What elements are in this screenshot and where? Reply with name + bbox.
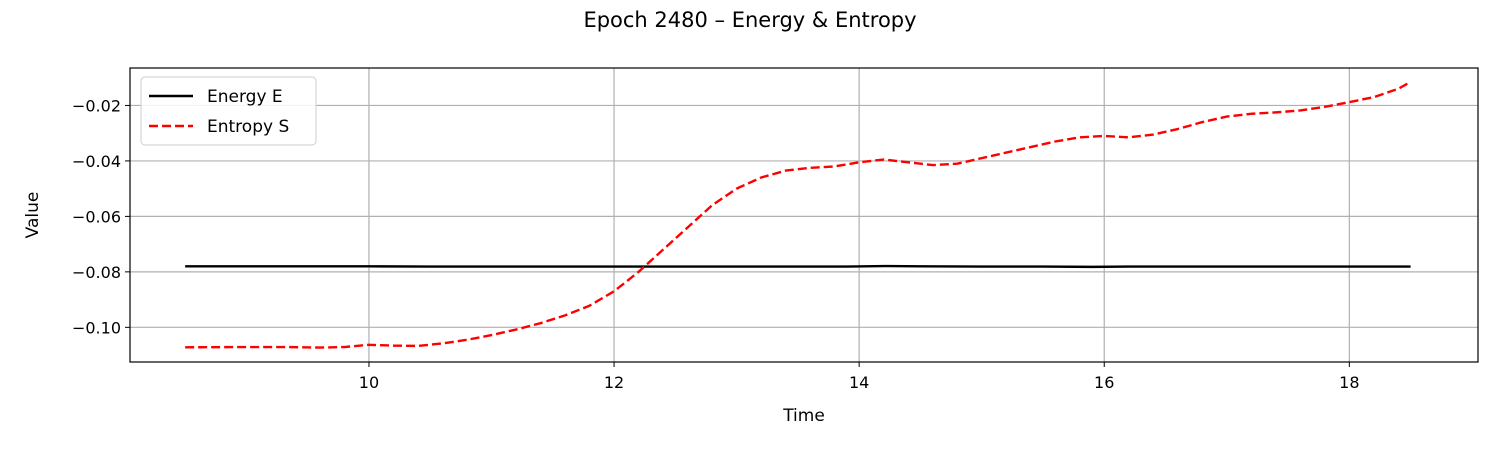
chart-title: Epoch 2480 – Energy & Entropy <box>583 8 916 32</box>
series-lines <box>185 80 1412 349</box>
x-axis: 10 12 14 16 18 <box>359 362 1360 392</box>
y-tick-label: −0.06 <box>72 207 121 226</box>
x-tick-label: 16 <box>1094 373 1114 392</box>
plot-frame <box>129 67 1479 363</box>
y-tick-label: −0.10 <box>72 318 121 337</box>
grid-lines <box>130 68 1478 362</box>
legend-label: Entropy S <box>207 117 289 137</box>
x-tick-label: 12 <box>604 373 624 392</box>
y-tick-label: −0.02 <box>72 96 121 115</box>
x-tick-label: 18 <box>1339 373 1359 392</box>
legend: Energy E Entropy S <box>140 76 317 146</box>
legend-box <box>140 76 317 146</box>
y-axis-label: Value <box>23 192 43 239</box>
y-tick-label: −0.08 <box>72 263 121 282</box>
series-line-energy <box>185 264 1411 269</box>
y-axis: −0.10 −0.08 −0.06 −0.04 −0.02 <box>72 96 130 337</box>
y-tick-label: −0.04 <box>72 152 121 171</box>
legend-label: Energy E <box>207 87 283 107</box>
x-axis-label: Time <box>782 406 825 426</box>
x-tick-label: 14 <box>849 373 869 392</box>
series-line-entropy <box>185 80 1412 349</box>
x-tick-label: 10 <box>359 373 379 392</box>
